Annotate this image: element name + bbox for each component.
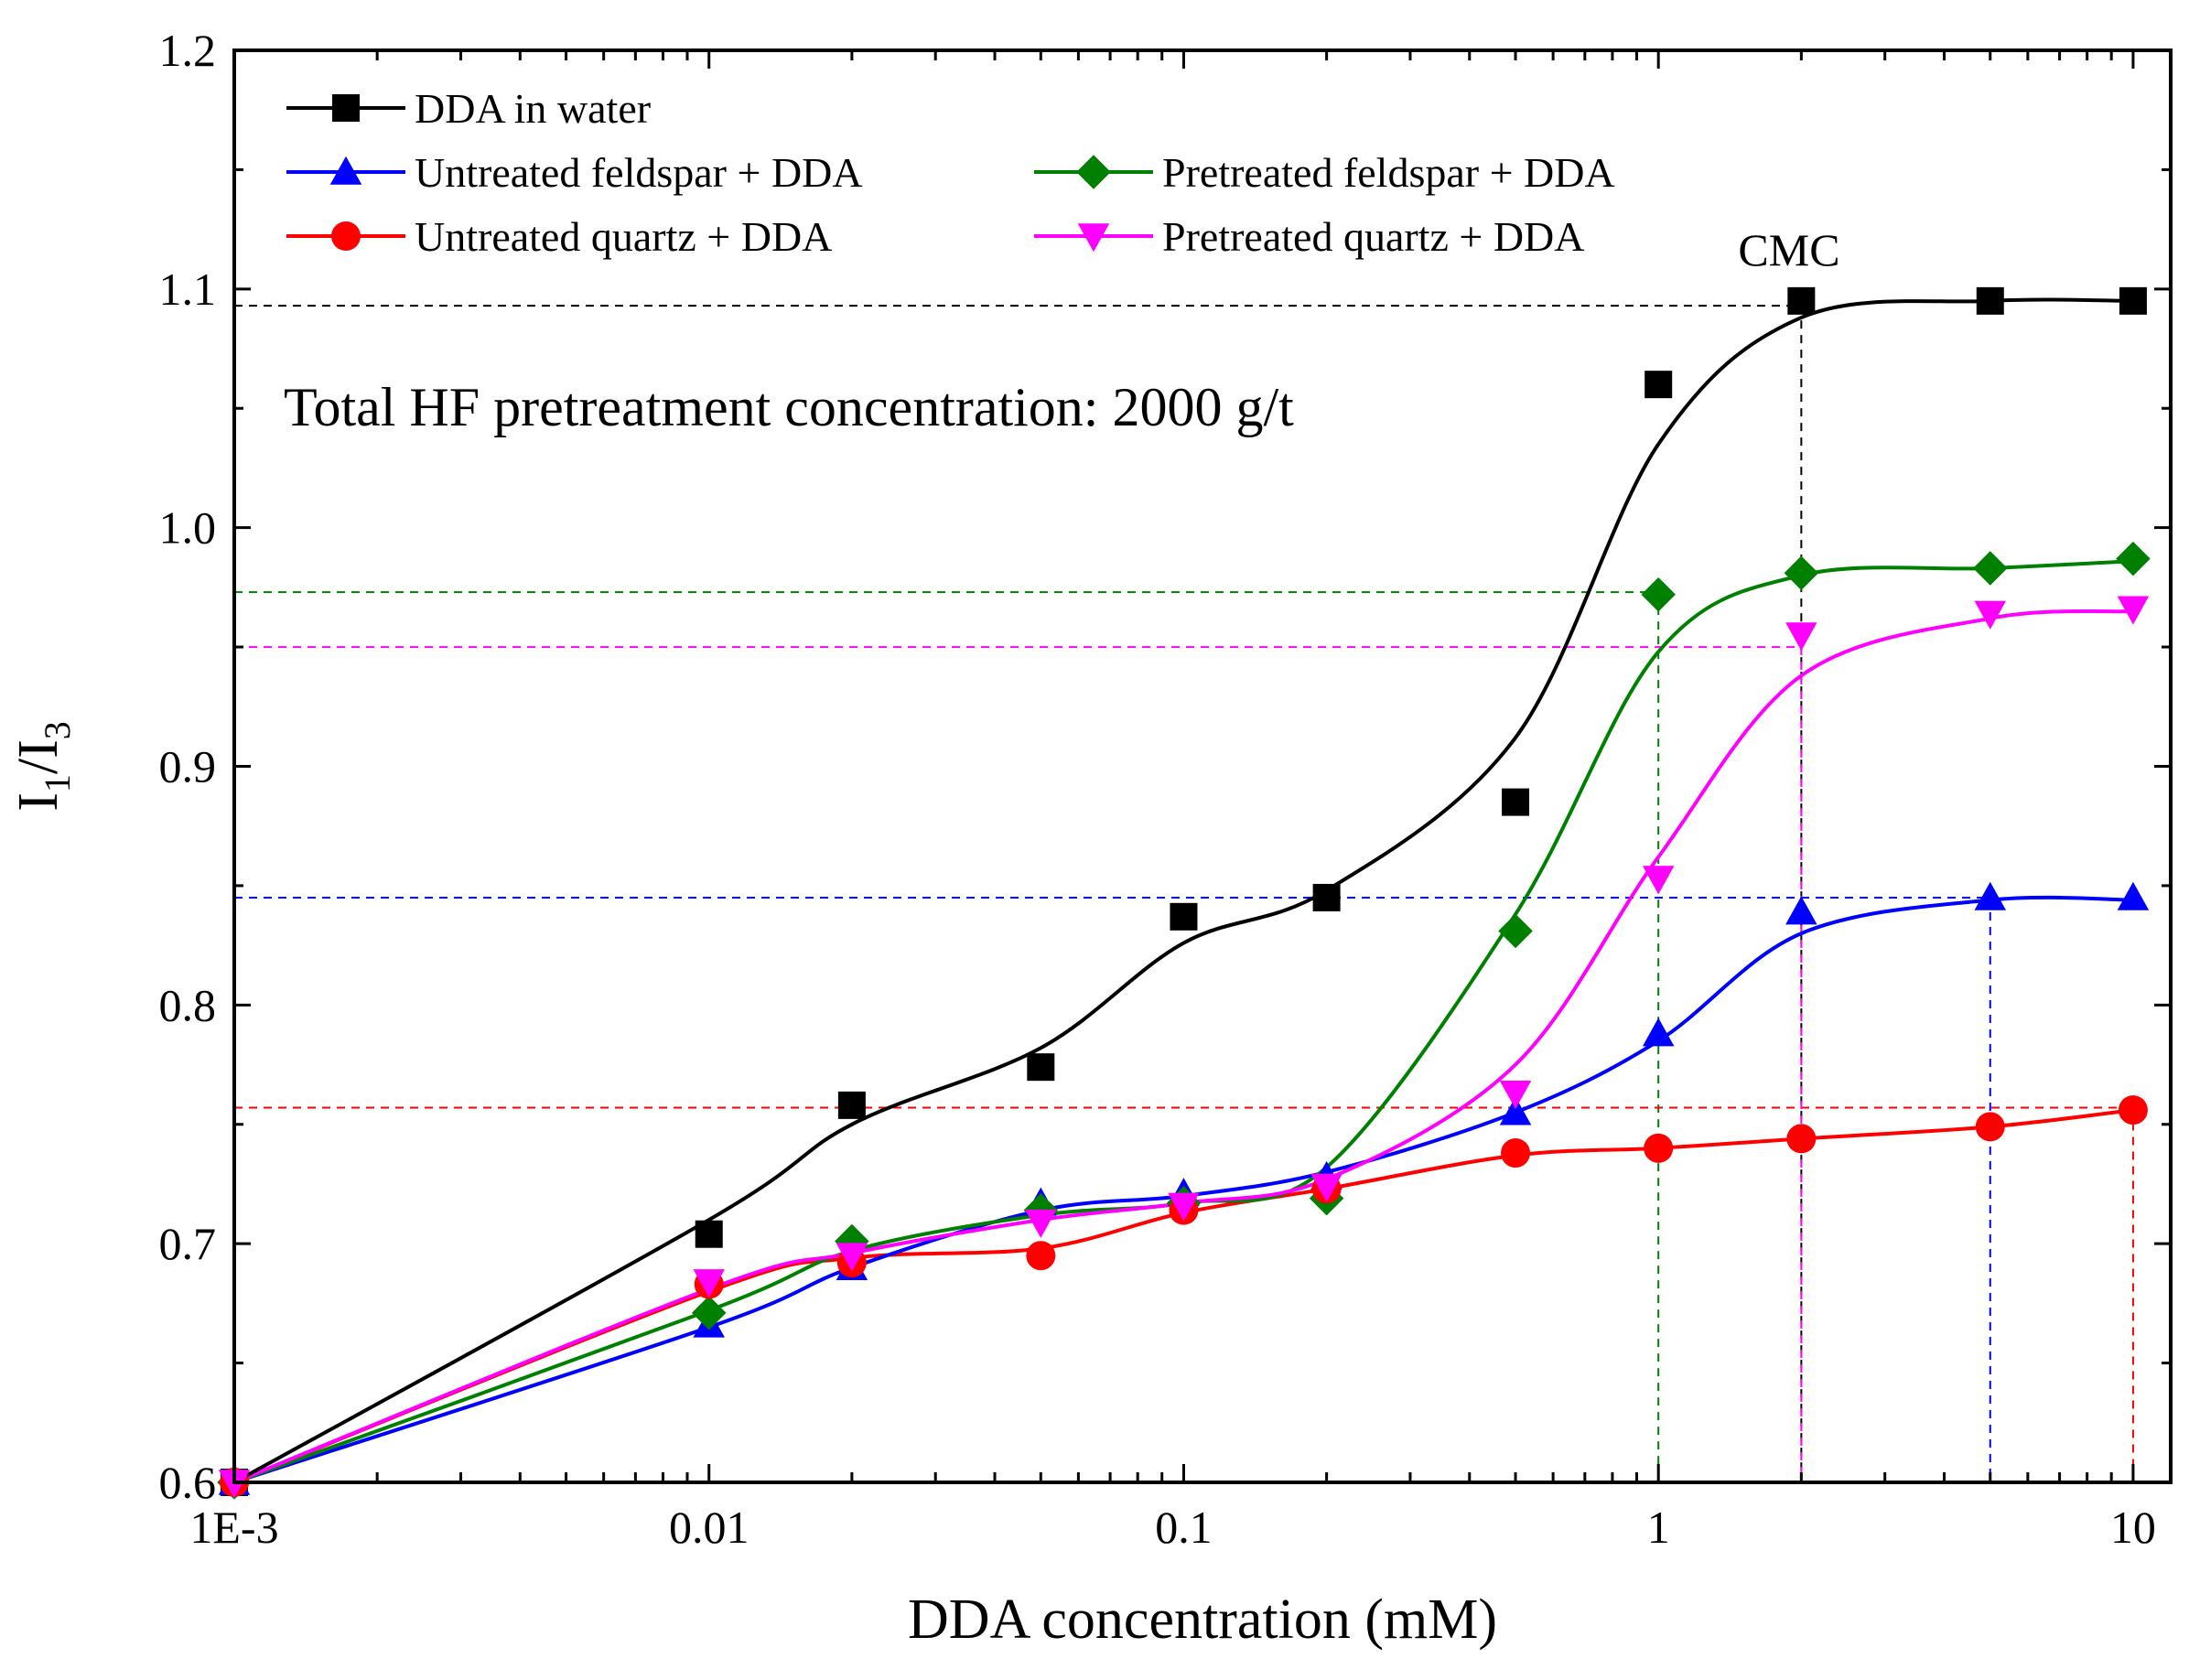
data-point-circle [1786,1124,1817,1154]
legend-marker [329,156,362,185]
data-point-circle [1644,1133,1674,1163]
y-axis-title-main: I [7,792,70,812]
data-point-triangle-up [2117,881,2150,910]
data-point-triangle-down [1310,1173,1343,1202]
fit-curves [233,297,2134,1484]
legend-label: Untreated feldspar + DDA [415,149,863,196]
legend-label: DDA in water [415,85,651,132]
data-point-triangle-down [1974,600,2007,630]
data-point-triangle-down [693,1269,725,1298]
data-point-triangle-up [1785,896,1817,925]
data-point-triangle-down [1168,1192,1200,1222]
data-point-square [2119,286,2147,315]
fit-curve [233,559,2133,1484]
y-tick-label: 0.9 [159,741,217,792]
data-point-circle [2118,1095,2148,1125]
data-point-square [1976,286,2004,315]
data-point-square [1502,788,1530,816]
data-point-diamond [2116,541,2151,576]
fit-curve [233,895,2133,1484]
data-point-diamond [1498,913,1533,949]
legend-marker [1077,223,1110,253]
y-tick-label: 1.0 [159,502,217,554]
data-point-square [695,1220,723,1248]
cmc-guide-lines [234,305,2134,1482]
data-point-square [1027,1053,1055,1082]
y-axis-ticks: 0.6 0.7 0.8 0.9 1.0 1.1 1.2 [159,25,2171,1508]
data-point-triangle-down [1025,1209,1057,1238]
legend-marker [332,94,360,122]
data-point-square [1170,902,1198,931]
y-axis-title-slash: /I [7,739,70,774]
y-tick-label: 0.8 [159,979,217,1030]
x-axis-ticks: 1E-3 0.01 0.1 1 10 [189,50,2156,1553]
x-tick-label: 1E-3 [189,1502,278,1553]
data-point-triangle-down [1785,622,1817,652]
legend-label: Pretreated feldspar + DDA [1162,149,1615,196]
y-axis-title-sub1: 1 [37,774,78,792]
y-axis-title: I1/I3 [7,721,78,812]
data-point-square [837,1091,866,1119]
fit-curve [233,608,2133,1484]
x-tick-label: 0.01 [669,1502,749,1553]
data-point-triangle-up [1974,881,2007,910]
legend-label: Untreated quartz + DDA [415,213,832,260]
data-point-square [1312,883,1341,911]
data-point-circle [1975,1112,2005,1142]
data-point-square [1644,371,1673,399]
pretreatment-annotation: Total HF pretreatment concentration: 200… [284,377,1294,437]
data-point-triangle-down [2117,596,2150,625]
plot-frame [232,48,2173,1484]
legend: DDA in water Untreated feldspar + DDA Pret… [286,85,1615,260]
data-point-triangle-up [1499,1096,1532,1125]
y-axis-title-sub2: 3 [37,721,78,739]
data-point-triangle-down [836,1243,868,1272]
cmc-label: CMC [1738,224,1839,275]
x-tick-label: 1 [1647,1502,1670,1553]
data-point-circle [1026,1241,1056,1271]
y-tick-label: 0.7 [159,1218,217,1269]
x-tick-label: 10 [2110,1502,2156,1553]
y-tick-label: 1.2 [159,25,217,76]
data-point-circle [1501,1138,1531,1168]
data-point-triangle-down [1642,866,1675,895]
legend-marker [331,221,361,251]
legend-marker [1076,155,1111,189]
x-tick-label: 0.1 [1155,1502,1213,1553]
data-point-square [1787,286,1816,315]
data-markers [217,286,2151,1500]
y-tick-label: 0.6 [159,1457,217,1508]
y-tick-label: 1.1 [159,264,217,315]
data-point-diamond [1784,555,1819,590]
data-point-diamond [1641,576,1676,612]
fit-curve [233,1108,2134,1484]
data-point-diamond [691,1296,727,1330]
data-point-diamond [1973,551,2008,586]
x-axis-title: DDA concentration (mM) [908,1588,1497,1651]
data-point-triangle-up [1642,1018,1675,1047]
legend-label: Pretreated quartz + DDA [1162,213,1584,260]
fit-curve [233,297,2133,1484]
data-point-triangle-down [1499,1081,1532,1110]
